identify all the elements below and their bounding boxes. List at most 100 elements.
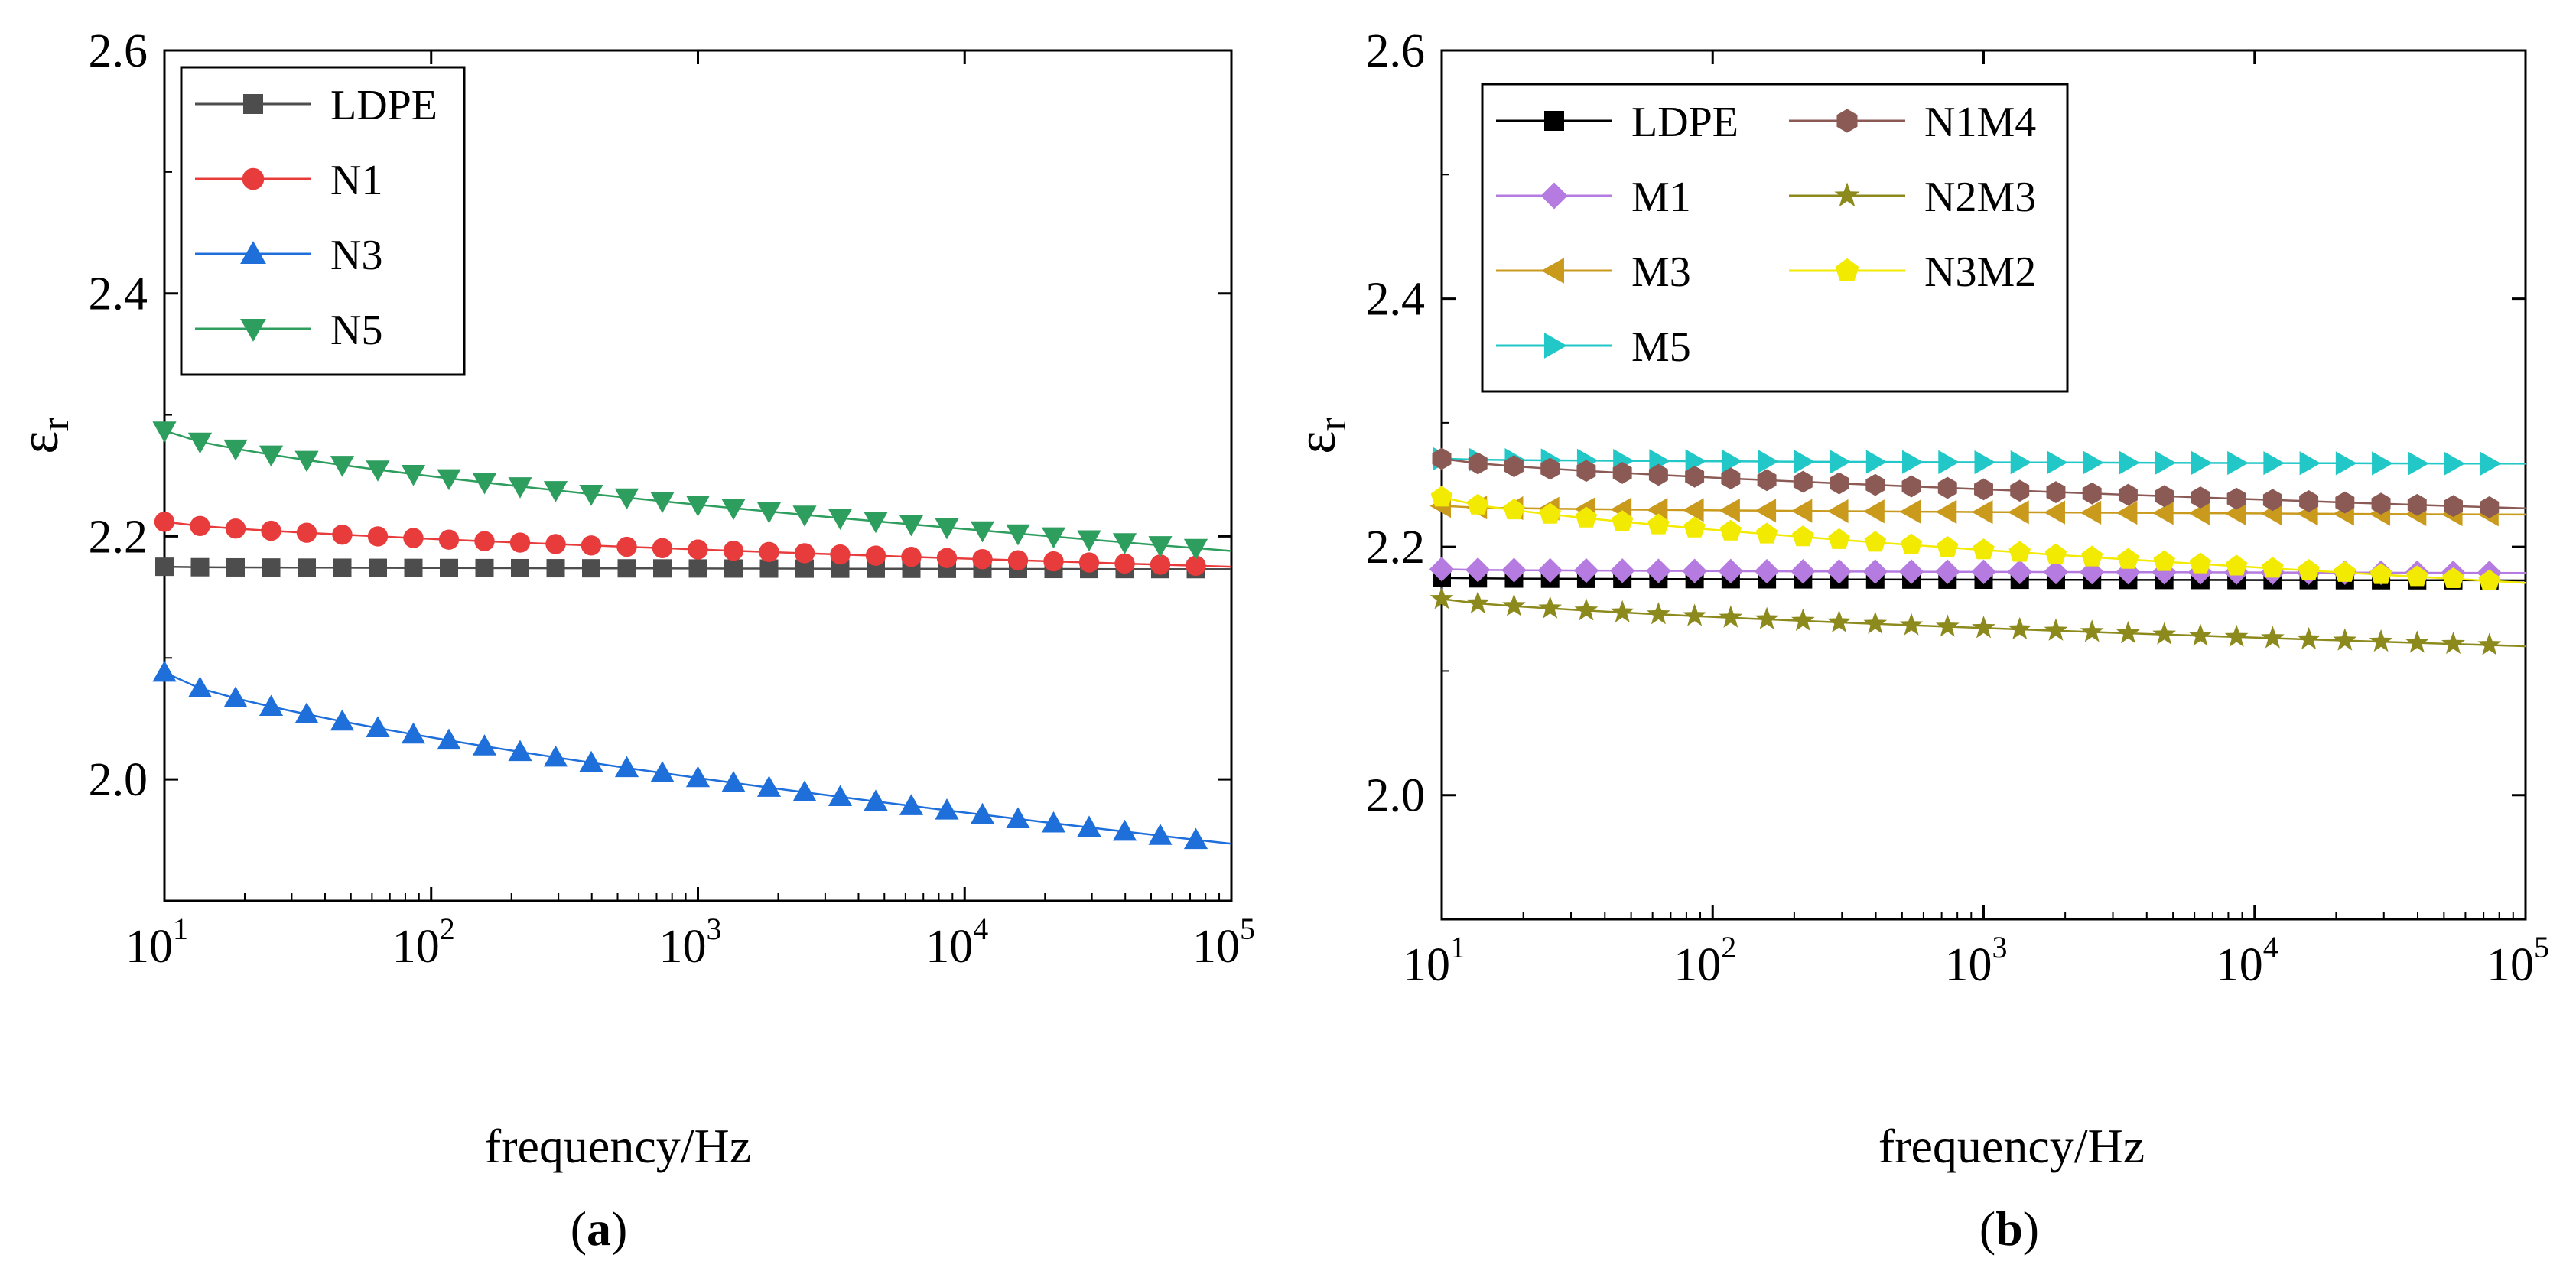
data-point-m5 [2119, 450, 2141, 475]
x-tick-label-a: 102 [392, 912, 455, 973]
data-point-n3 [508, 740, 532, 762]
data-point-n1m4 [2191, 486, 2210, 509]
data-point-m5 [1794, 450, 1815, 474]
data-point-n5 [1006, 524, 1030, 546]
x-tick-label-a: 105 [1192, 912, 1255, 973]
legend-item-ldpe: LDPE [1496, 99, 1738, 146]
data-point-n2m3 [2224, 624, 2249, 648]
legend-item-n2m3: N2M3 [1789, 174, 2036, 221]
data-point-m1 [1465, 557, 1491, 583]
legend-marker-m5 [1544, 333, 1567, 359]
x-axis-label-a: frequency/Hz [485, 1119, 751, 1173]
y-tick-label-a: 2.4 [89, 268, 148, 320]
data-point-ldpe [369, 558, 387, 577]
data-point-m1 [1935, 559, 1960, 584]
data-point-ldpe [404, 558, 423, 577]
data-point-n3m2 [2008, 541, 2031, 562]
data-point-m3 [1755, 499, 1777, 523]
data-point-n1 [332, 524, 353, 545]
data-point-m3 [2152, 501, 2174, 525]
data-point-n5 [401, 465, 426, 486]
data-point-n2m3 [1683, 603, 1707, 626]
data-point-n3 [330, 709, 355, 731]
data-point-m1 [2043, 559, 2069, 585]
data-point-n3 [970, 802, 995, 824]
data-point-n2m3 [1465, 590, 1490, 614]
data-point-n3 [899, 794, 924, 815]
data-point-n2m3 [1719, 605, 1743, 628]
legend-label: M3 [1631, 249, 1691, 296]
data-point-n1 [581, 535, 602, 556]
data-point-n3 [792, 780, 817, 801]
data-point-m3 [2188, 501, 2210, 525]
data-point-n1m4 [1901, 475, 1921, 498]
legend-marker-n1 [242, 167, 265, 190]
legend-box-b [1481, 83, 2069, 393]
legend-b: LDPE M1 M3 M5 N1M4 N2M3 N3M2 [1481, 83, 2069, 393]
data-point-n2m3 [1502, 593, 1526, 616]
data-point-m1 [1898, 559, 1924, 584]
data-point-n1 [1186, 555, 1206, 576]
data-point-n1 [972, 548, 993, 570]
data-point-n5 [579, 485, 603, 506]
data-point-n1 [1150, 554, 1171, 575]
data-point-n3 [1183, 827, 1208, 850]
data-point-ldpe [724, 559, 743, 578]
data-point-n3 [187, 676, 213, 698]
data-point-n1 [723, 541, 744, 561]
data-point-n2m3 [1755, 606, 1779, 629]
y-tick-label-a: 2.2 [89, 511, 148, 563]
data-point-n3 [543, 745, 568, 767]
data-point-n5 [792, 505, 817, 527]
data-point-n3m2 [1937, 535, 1959, 557]
legend-label: N1 [330, 157, 382, 204]
data-point-n1 [190, 515, 210, 537]
x-tick-label-b: 105 [2487, 930, 2549, 991]
data-point-m3 [2044, 500, 2065, 525]
data-point-n5 [721, 499, 746, 521]
data-point-n5 [330, 456, 355, 477]
data-point-m1 [1791, 558, 1816, 584]
data-point-n3 [1041, 811, 1066, 833]
data-point-n1 [367, 526, 389, 547]
data-point-n1 [261, 520, 281, 541]
legend-item-m5: M5 [1496, 323, 1691, 371]
data-point-n5 [472, 473, 497, 495]
data-point-n3m2 [1755, 522, 1778, 544]
series-n3 [152, 660, 1232, 850]
data-point-m3 [1863, 499, 1885, 524]
data-point-ldpe [759, 559, 779, 578]
data-point-n1m4 [2444, 495, 2464, 518]
data-point-n1m4 [1612, 462, 1632, 484]
series-n5 [152, 421, 1232, 561]
data-point-n1 [1007, 550, 1029, 570]
data-point-n5 [899, 515, 924, 537]
data-point-m1 [2007, 559, 2032, 585]
data-point-n5 [152, 421, 177, 443]
data-point-n1m4 [2082, 482, 2102, 505]
data-point-n3 [1006, 807, 1030, 828]
data-point-m5 [2408, 451, 2429, 476]
data-point-ldpe [688, 559, 707, 578]
series-n1m4 [1432, 447, 2526, 518]
data-point-n1m4 [2371, 492, 2391, 515]
data-point-m1 [1971, 559, 1996, 584]
data-point-n1m4 [2407, 493, 2427, 516]
data-point-n1m4 [1757, 469, 1777, 492]
data-point-n1 [1114, 553, 1135, 574]
data-point-ldpe [511, 558, 529, 577]
data-point-n1m4 [1865, 473, 1885, 496]
data-point-n3m2 [2262, 557, 2284, 578]
data-point-m5 [2444, 451, 2466, 476]
data-point-n3m2 [2117, 548, 2139, 569]
data-point-m3 [2116, 501, 2138, 525]
data-point-ldpe [582, 559, 600, 578]
data-point-ldpe [155, 557, 174, 577]
data-point-n1m4 [1504, 455, 1524, 478]
data-point-n5 [223, 439, 248, 461]
data-point-m3 [1899, 499, 1921, 524]
data-point-m3 [1683, 498, 1704, 522]
data-point-n2m3 [2369, 629, 2393, 652]
data-point-n1 [652, 538, 673, 559]
data-point-n1 [936, 548, 958, 568]
